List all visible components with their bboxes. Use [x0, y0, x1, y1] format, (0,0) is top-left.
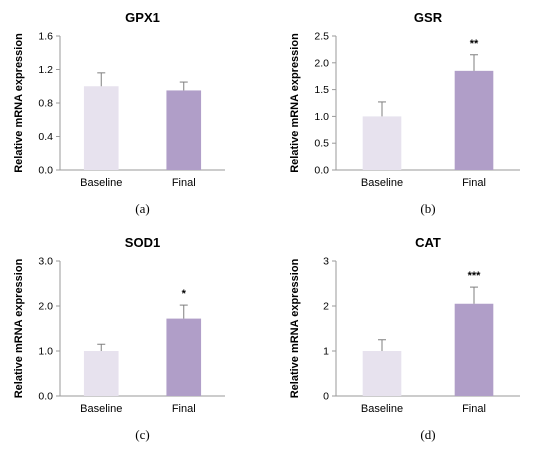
panel-1-category-label: Final	[172, 177, 196, 189]
panel-4-title: CAT	[415, 235, 441, 250]
panel-3-y-tick-label: 3.0	[38, 256, 53, 268]
panel-2-bar-final	[454, 70, 494, 170]
panel-2-category-label: Final	[462, 177, 486, 189]
panel-2-significance-marker: **	[470, 38, 479, 50]
panel-2-caption: (b)	[420, 201, 435, 216]
panel-1-y-tick-label: 0.0	[38, 165, 53, 177]
panel-4-y-tick-label: 2	[323, 301, 329, 313]
panel-3-y-tick-label: 2.0	[38, 301, 53, 313]
panel-1-y-tick-label: 1.2	[38, 64, 53, 76]
panel-4-caption: (d)	[420, 427, 435, 442]
panel-2-chart: GSR Relative mRNA expression 0.0 0.5 1.0 1.5 2…	[289, 10, 520, 216]
panel-2-y-tick-label: 2.0	[314, 57, 329, 69]
panel-2-y-tick-label: 0.0	[314, 165, 329, 177]
panel-4-y-tick-label: 1	[323, 346, 329, 358]
panel-1-bar-baseline	[83, 86, 119, 170]
panel-3-y-axis-label: Relative mRNA expression	[13, 258, 25, 398]
panel-2-y-axis-label: Relative mRNA expression	[289, 33, 301, 173]
panel-3-bar-baseline	[83, 351, 119, 396]
panel-3-chart: SOD1 Relative mRNA expression 0.0 1.0 2.0 3.0…	[13, 235, 225, 442]
panel-3-category-label: Baseline	[80, 403, 122, 415]
panel-1-category-label: Baseline	[80, 177, 122, 189]
panel-4-bar-baseline	[362, 351, 402, 396]
panel-3-bar-final	[166, 318, 202, 396]
panel-1-y-tick-label: 0.8	[38, 98, 53, 110]
panel-1-y-tick-label: 0.4	[38, 131, 53, 143]
panel-4-y-tick-label: 3	[323, 256, 329, 268]
panel-2-y-tick-label: 2.5	[314, 31, 329, 43]
panel-1-y-tick-label: 1.6	[38, 31, 53, 43]
panel-4-y-axis-label: Relative mRNA expression	[289, 258, 301, 398]
panel-2-title: GSR	[414, 10, 443, 25]
panel-3-y-tick-label: 0.0	[38, 391, 53, 403]
panel-2-category-label: Baseline	[361, 177, 403, 189]
panel-4-category-label: Baseline	[361, 403, 403, 415]
panel-4-y-tick-label: 0	[323, 391, 329, 403]
panel-2-y-tick-label: 0.5	[314, 138, 329, 150]
panel-2-y-tick-label: 1.0	[314, 111, 329, 123]
panel-4-chart: CAT Relative mRNA expression 0 1 2 3 Baseline *…	[289, 235, 520, 442]
panel-4-category-label: Final	[462, 403, 486, 415]
panel-4-significance-marker: ***	[468, 270, 482, 282]
panel-3-caption: (c)	[135, 427, 149, 442]
panel-4-bar-final	[454, 303, 494, 396]
panel-1-title: GPX1	[125, 10, 160, 25]
panel-1-y-axis-label: Relative mRNA expression	[13, 33, 25, 173]
panel-1-chart: GPX1 Relative mRNA expression 0.0 0.4 0.8 1.2…	[13, 10, 225, 216]
panel-3-title: SOD1	[125, 235, 160, 250]
panel-1-bar-final	[166, 90, 202, 170]
panel-2-bar-baseline	[362, 116, 402, 170]
panel-1-caption: (a)	[135, 201, 149, 216]
panel-3-category-label: Final	[172, 403, 196, 415]
panel-3-significance-marker: *	[182, 288, 187, 300]
panel-2-y-tick-label: 1.5	[314, 84, 329, 96]
panel-3-y-tick-label: 1.0	[38, 346, 53, 358]
